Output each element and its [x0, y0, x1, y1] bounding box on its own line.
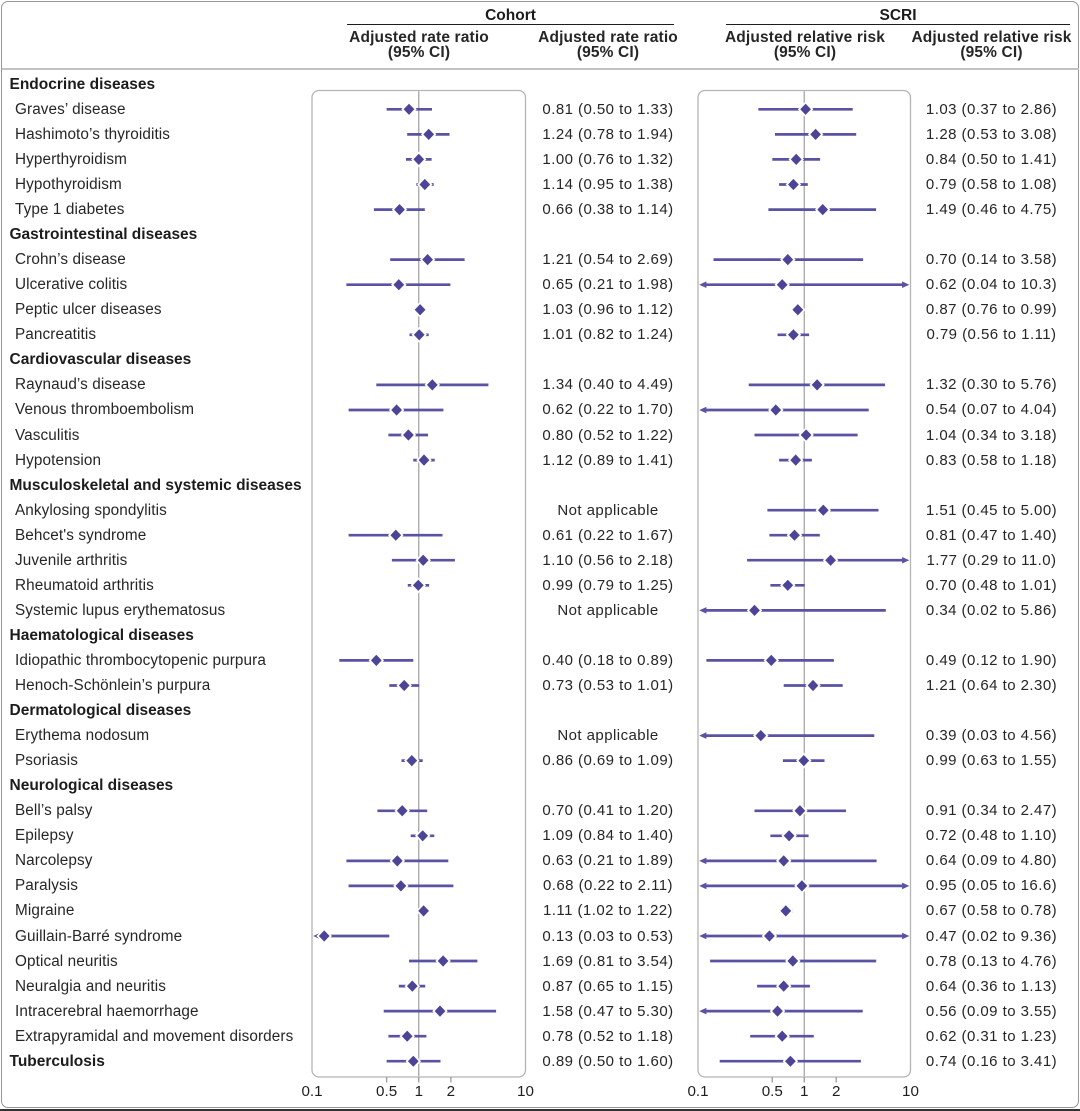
- svg-text:10: 10: [902, 1083, 919, 1100]
- svg-text:2: 2: [447, 1083, 455, 1100]
- svg-text:2: 2: [832, 1083, 840, 1100]
- svg-text:0.5: 0.5: [762, 1083, 783, 1100]
- svg-text:10: 10: [517, 1083, 534, 1100]
- svg-text:1: 1: [415, 1083, 423, 1100]
- svg-text:0.5: 0.5: [376, 1083, 397, 1100]
- svg-text:0.1: 0.1: [687, 1083, 708, 1100]
- svg-text:1: 1: [800, 1083, 808, 1100]
- svg-text:0.1: 0.1: [301, 1083, 322, 1100]
